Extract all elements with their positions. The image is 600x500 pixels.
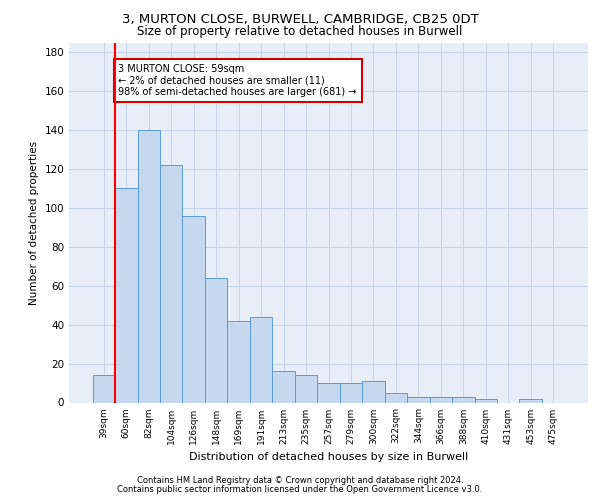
Text: 3, MURTON CLOSE, BURWELL, CAMBRIDGE, CB25 0DT: 3, MURTON CLOSE, BURWELL, CAMBRIDGE, CB2…: [122, 12, 478, 26]
Bar: [385, 393, 407, 402]
Text: Contains HM Land Registry data © Crown copyright and database right 2024.: Contains HM Land Registry data © Crown c…: [137, 476, 463, 485]
Bar: [250, 317, 272, 402]
Bar: [182, 216, 205, 402]
Bar: [520, 398, 542, 402]
Bar: [272, 372, 295, 402]
Bar: [205, 278, 227, 402]
Bar: [340, 383, 362, 402]
Bar: [295, 376, 317, 402]
Bar: [430, 396, 452, 402]
Bar: [362, 381, 385, 402]
Bar: [407, 396, 430, 402]
Text: Size of property relative to detached houses in Burwell: Size of property relative to detached ho…: [137, 25, 463, 38]
X-axis label: Distribution of detached houses by size in Burwell: Distribution of detached houses by size …: [189, 452, 468, 462]
Bar: [92, 376, 115, 402]
Y-axis label: Number of detached properties: Number of detached properties: [29, 140, 39, 304]
Bar: [137, 130, 160, 402]
Bar: [160, 165, 182, 402]
Bar: [475, 398, 497, 402]
Text: Contains public sector information licensed under the Open Government Licence v3: Contains public sector information licen…: [118, 484, 482, 494]
Text: 3 MURTON CLOSE: 59sqm
← 2% of detached houses are smaller (11)
98% of semi-detac: 3 MURTON CLOSE: 59sqm ← 2% of detached h…: [118, 64, 357, 97]
Bar: [317, 383, 340, 402]
Bar: [227, 321, 250, 402]
Bar: [452, 396, 475, 402]
Bar: [115, 188, 137, 402]
